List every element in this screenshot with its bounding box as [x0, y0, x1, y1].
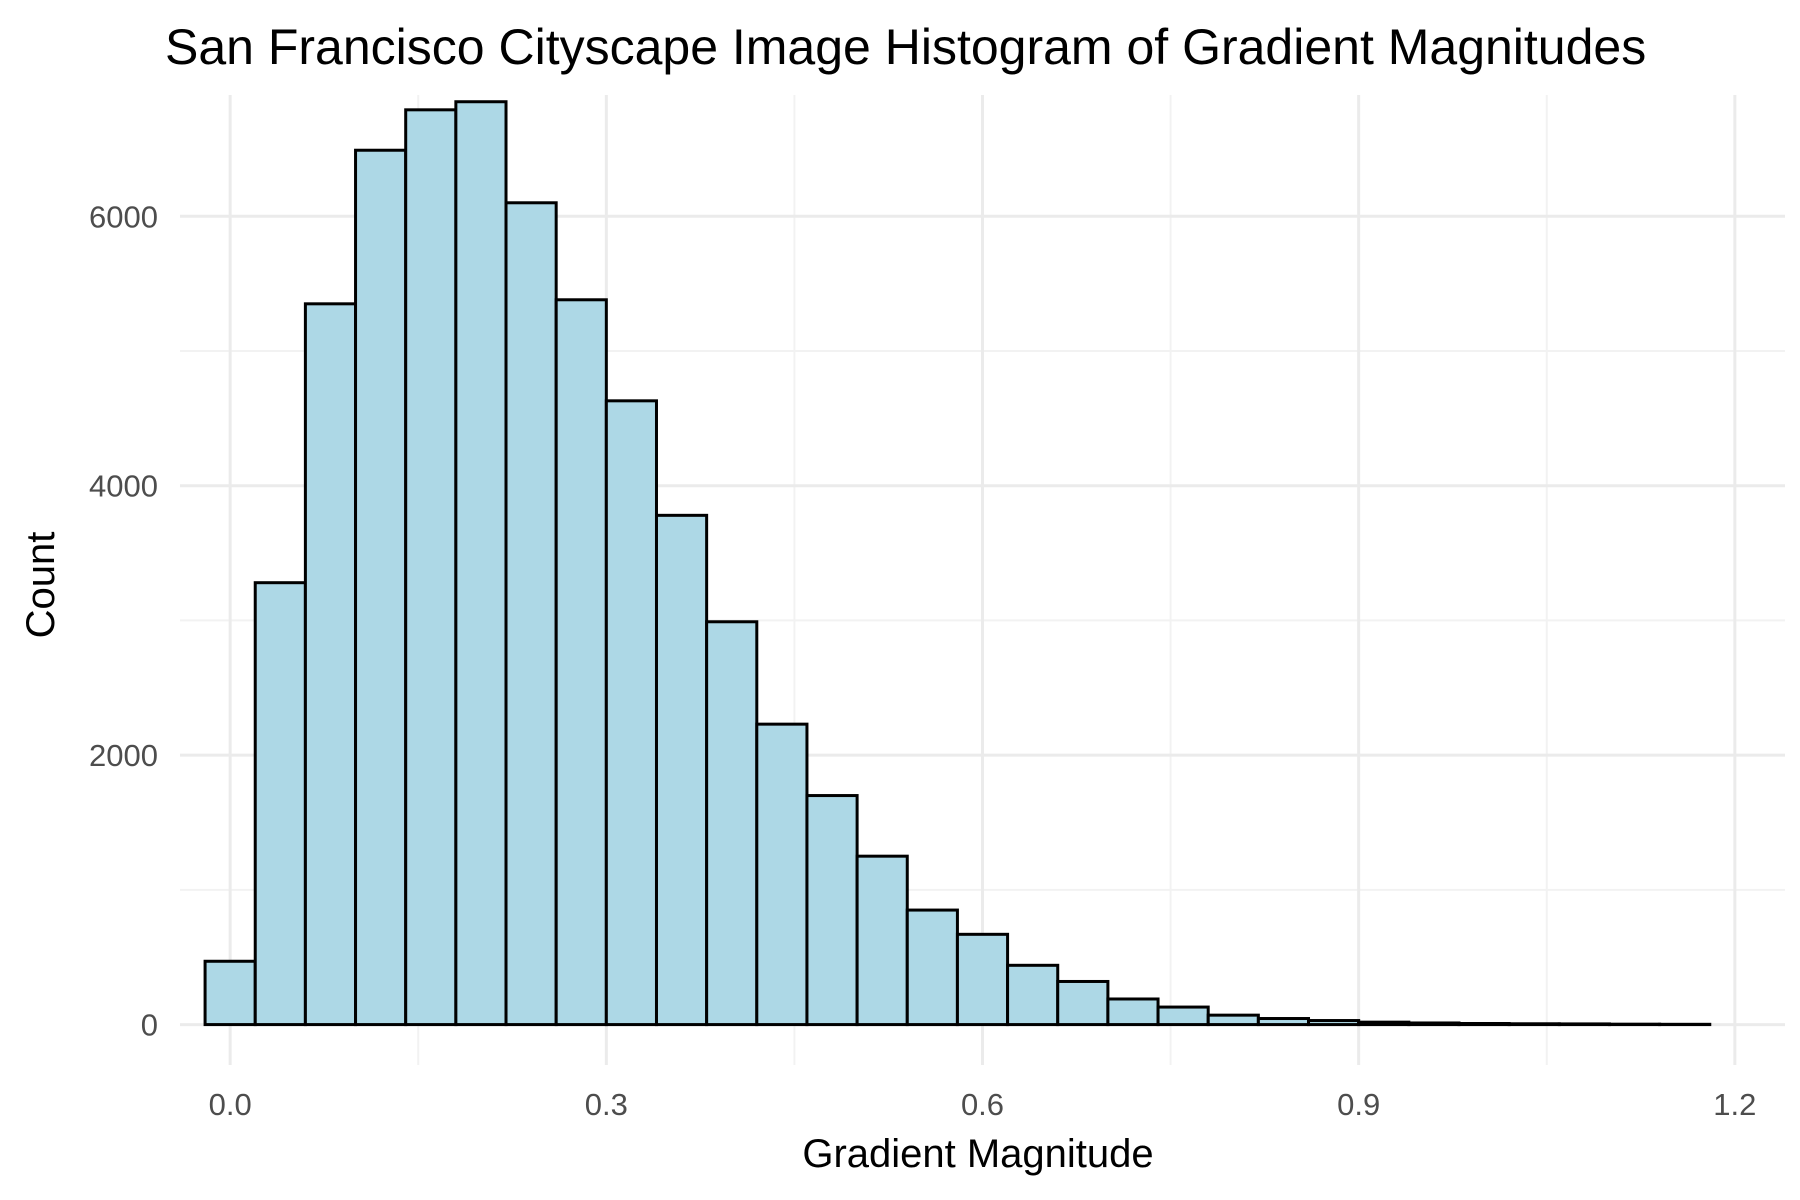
histogram-bar [1106, 997, 1160, 1027]
x-tick-label: 0.9 [1337, 1087, 1380, 1122]
histogram-bar [1357, 1020, 1411, 1027]
x-tick-label: 0.6 [961, 1087, 1004, 1122]
histogram-bar [554, 298, 608, 1027]
y-tick-label: 4000 [89, 469, 158, 504]
histogram-bar [1557, 1022, 1611, 1027]
histogram-bar [1156, 1005, 1210, 1027]
x-axis-title: Gradient Magnitude [802, 1132, 1153, 1176]
histogram-bar [955, 932, 1010, 1027]
histogram-bar [454, 100, 508, 1027]
histogram-bar [604, 399, 658, 1027]
x-tick-label: 1.2 [1713, 1087, 1756, 1122]
y-axis-title: Count [19, 532, 63, 639]
histogram-bar [1407, 1021, 1461, 1027]
histogram-bar [504, 201, 558, 1027]
histogram-bar [1206, 1013, 1260, 1027]
histogram-bar [705, 620, 759, 1027]
y-tick-label: 0 [141, 1008, 158, 1043]
histogram-bar [303, 302, 358, 1027]
histogram-bar [203, 959, 257, 1027]
histogram-bar [1307, 1019, 1361, 1027]
histogram-bar [404, 108, 458, 1027]
histogram-bar [1256, 1017, 1311, 1027]
histogram-bar [905, 908, 959, 1027]
histogram-bar [654, 513, 709, 1027]
histogram-bar [855, 854, 909, 1027]
histogram-bar [755, 722, 809, 1027]
x-axis-tick-labels: 0.0 0.3 0.6 0.9 1.2 [209, 1087, 1757, 1122]
y-axis-tick-labels: 0 2000 4000 6000 [89, 199, 158, 1042]
histogram-bar [1507, 1022, 1561, 1027]
y-tick-label: 2000 [89, 738, 158, 773]
histogram-bar [253, 581, 307, 1027]
x-tick-label: 0.0 [209, 1087, 252, 1122]
histogram-bar [1006, 963, 1060, 1027]
histogram-bar [354, 148, 408, 1027]
chart-title: San Francisco Cityscape Image Histogram … [165, 19, 1646, 75]
y-tick-label: 6000 [89, 199, 158, 234]
histogram-bars [203, 100, 1712, 1027]
histogram-bar [1056, 979, 1110, 1027]
x-tick-label: 0.3 [585, 1087, 628, 1122]
histogram-bar [805, 794, 859, 1027]
histogram-bar [1457, 1022, 1511, 1027]
